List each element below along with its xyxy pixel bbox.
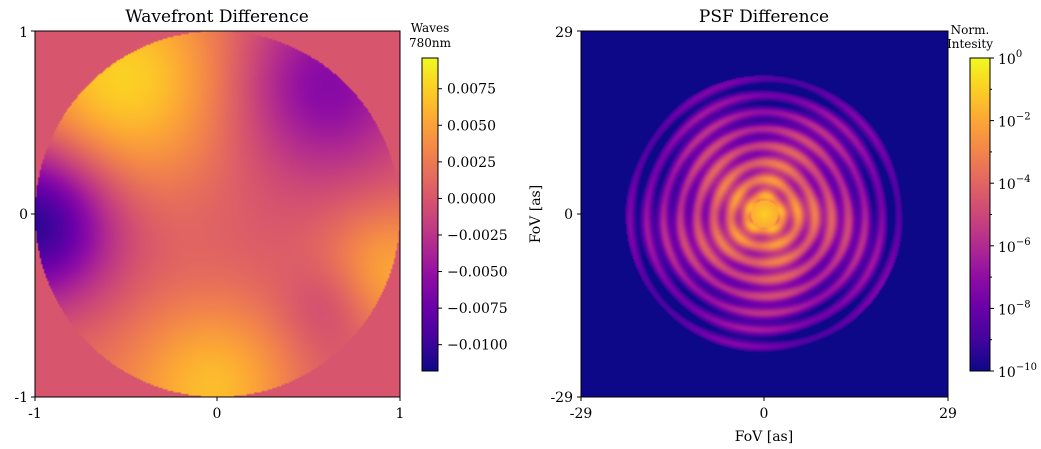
wf-colorbar-tick-label: −0.0100 — [447, 338, 508, 354]
wf-colorbar-tick-label: 0.0050 — [447, 118, 496, 134]
wf-colorbar-tick-label: 0.0000 — [447, 191, 496, 207]
wf-colorbar-tick-label: −0.0050 — [447, 265, 508, 281]
wavefront-y-ticks: 1 0 -1 — [14, 25, 35, 406]
psf-ylabel: FoV [as] — [528, 185, 544, 243]
psf-colorbar: Norm. Intesity 100 10−2 10−4 10−6 10−8 10−10 — [947, 23, 1037, 381]
psf-colorbar-tick-label: 10−10 — [998, 362, 1037, 381]
psf-ytick-label: -29 — [550, 390, 573, 406]
psf-colorbar-tick-label: 10−8 — [998, 299, 1031, 318]
wf-colorbar-tick-label: 0.0075 — [447, 82, 496, 98]
psf-panel: PSF Difference -29 0 29 FoV [as] 29 0 -2… — [528, 7, 1037, 445]
wf-xtick-label: 0 — [213, 406, 222, 422]
psf-x-ticks: -29 0 29 — [570, 397, 957, 422]
psf-xtick-label: -29 — [570, 406, 593, 422]
wf-xtick-label: -1 — [28, 406, 42, 422]
wf-ytick-label: 0 — [19, 207, 28, 223]
psf-colorbar-tick-label: 100 — [998, 49, 1022, 68]
psf-xlabel: FoV [as] — [735, 429, 793, 445]
wavefront-panel: Wavefront Difference -1 0 1 1 0 -1 Waves… — [14, 7, 507, 422]
psf-colorbar-tick-label: 10−2 — [998, 112, 1031, 131]
wf-colorbar-ticks: 0.0075 0.0050 0.0025 0.0000 −0.0025 −0.0050 −0… — [438, 82, 508, 354]
psf-ytick-label: 0 — [564, 207, 573, 223]
wf-colorbar-gradient — [422, 58, 438, 371]
psf-xtick-label: 29 — [939, 406, 957, 422]
psf-heatmap — [581, 31, 948, 397]
psf-colorbar-label-line2: Intesity — [947, 37, 993, 51]
wf-colorbar-tick-label: −0.0025 — [447, 228, 508, 244]
psf-colorbar-label-line1: Norm. — [951, 23, 990, 37]
psf-y-ticks: 29 0 -29 — [550, 25, 581, 406]
psf-xtick-label: 0 — [760, 406, 769, 422]
wf-colorbar-tick-label: 0.0025 — [447, 155, 496, 171]
psf-title: PSF Difference — [699, 7, 829, 27]
psf-colorbar-gradient — [970, 58, 990, 371]
wf-colorbar-label-line1: Waves — [411, 21, 449, 35]
wavefront-image — [35, 31, 400, 397]
psf-colorbar-tick-label: 10−4 — [998, 174, 1031, 193]
psf-colorbar-ticks: 100 10−2 10−4 10−6 10−8 10−10 — [990, 49, 1037, 381]
psf-ytick-label: 29 — [555, 25, 573, 41]
wf-ytick-label: -1 — [14, 390, 28, 406]
wavefront-x-ticks: -1 0 1 — [28, 397, 404, 422]
wf-colorbar-tick-label: −0.0075 — [447, 301, 508, 317]
wf-ytick-label: 1 — [19, 25, 28, 41]
wf-xtick-label: 1 — [396, 406, 405, 422]
wf-colorbar-label-line2: 780nm — [409, 36, 452, 50]
psf-colorbar-tick-label: 10−6 — [998, 237, 1031, 256]
wavefront-heatmap — [35, 31, 400, 397]
wavefront-colorbar: Waves 780nm 0.0075 0.0050 0.0025 0.0000 −0.0… — [409, 21, 508, 371]
wavefront-title: Wavefront Difference — [125, 7, 309, 27]
